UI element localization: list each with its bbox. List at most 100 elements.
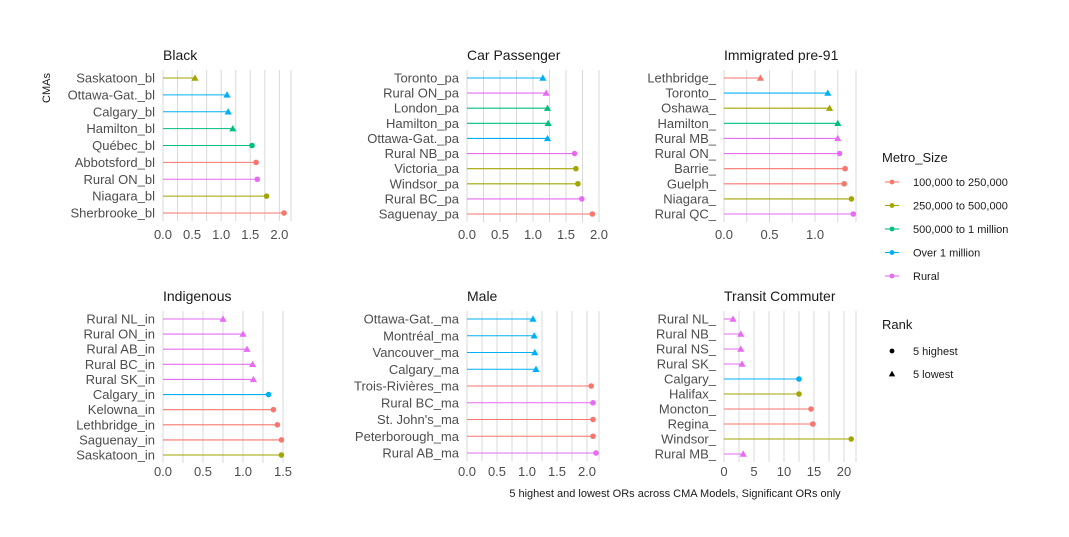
lollipop-point xyxy=(836,150,843,157)
x-tick-label: 1.0 xyxy=(524,227,542,242)
lollipop-point xyxy=(274,421,281,428)
category-label: Hamilton_pa xyxy=(386,116,460,131)
lollipop-point xyxy=(590,416,596,423)
category-label: Trois-Rivières_ma xyxy=(354,379,460,394)
category-label: Sherbrooke_bl xyxy=(70,206,155,221)
legend-title-rank: Rank xyxy=(882,317,913,332)
category-label: Regina_ xyxy=(668,417,717,432)
x-tick-label: 0.0 xyxy=(715,227,733,242)
category-label: Rural BC_in xyxy=(85,357,155,372)
category-label: Rural NS_ xyxy=(656,342,717,357)
lollipop-point xyxy=(542,89,550,96)
x-tick-label: 2.0 xyxy=(578,464,596,479)
category-label: Calgary_bl xyxy=(93,104,155,119)
x-tick-label: 0 xyxy=(720,464,727,479)
lollipop-point xyxy=(848,196,855,202)
panel-title: Immigrated pre-91 xyxy=(724,47,839,63)
lollipop-point xyxy=(737,345,745,352)
legend-rank-symbol xyxy=(888,370,896,377)
x-tick-label: 5 xyxy=(750,464,757,479)
x-tick-label: 1.0 xyxy=(212,227,230,242)
category-label: Ottawa-Gat._pa xyxy=(367,131,460,146)
lollipop-point xyxy=(850,211,857,217)
category-label: Hamilton_bl xyxy=(86,121,155,136)
category-label: Toronto_ xyxy=(665,86,716,101)
legend-label: 500,000 to 1 million xyxy=(913,224,1008,236)
category-label: Québec_bl xyxy=(92,138,155,153)
category-label: Rural MB_ xyxy=(655,447,717,462)
x-tick-label: 1.5 xyxy=(241,227,259,242)
lollipop-point xyxy=(191,74,199,81)
category-label: Calgary_ma xyxy=(389,362,460,377)
lollipop-point xyxy=(281,210,287,216)
lollipop-point xyxy=(588,383,594,389)
lollipop-point xyxy=(249,375,257,383)
lollipop-point xyxy=(579,196,585,202)
lollipop-point xyxy=(841,180,847,187)
x-tick-label: 0.5 xyxy=(491,227,509,242)
category-label: Peterborough_ma xyxy=(355,429,460,444)
panel-title: Black xyxy=(163,47,198,63)
category-label: Rural ON_in xyxy=(83,327,155,342)
category-label: St. John's_ma xyxy=(377,412,460,427)
lollipop-point xyxy=(249,142,255,149)
x-tick-label: 0.0 xyxy=(154,227,172,242)
category-label: Niagara_ xyxy=(663,191,717,206)
x-tick-label: 1.5 xyxy=(548,464,566,479)
x-axis-caption: 5 highest and lowest ORs across CMA Mode… xyxy=(509,488,841,500)
y-axis-label: CMAs xyxy=(41,73,53,103)
panel-title: Car Passenger xyxy=(467,47,561,63)
lollipop-point xyxy=(738,360,746,367)
lollipop-point xyxy=(265,391,272,398)
x-tick-label: 2.0 xyxy=(590,227,608,242)
x-tick-label: 0.0 xyxy=(458,464,476,479)
legend-key-point xyxy=(889,250,895,255)
lollipop-point xyxy=(219,315,227,322)
category-label: Rural ON_pa xyxy=(383,86,460,101)
lollipop-point xyxy=(824,89,832,96)
category-label: Rural ON_ xyxy=(655,146,717,161)
legend-label: 5 lowest xyxy=(913,369,953,381)
category-label: Niagara_bl xyxy=(92,189,155,204)
lollipop-point xyxy=(263,193,270,199)
category-label: Saskatoon_in xyxy=(76,448,155,463)
category-label: Moncton_ xyxy=(659,402,717,417)
lollipop-point xyxy=(848,436,854,442)
lollipop-point xyxy=(737,330,745,337)
panel-immigrated-pre-91: Immigrated pre-91 Lethbridge_Toronto_Osha… xyxy=(647,47,857,242)
category-label: Lethbridge_in xyxy=(76,417,155,432)
legend: Metro_Size 100,000 to 250,000 250,000 to 5… xyxy=(882,150,1008,381)
lollipop-point xyxy=(573,165,579,172)
category-label: Saguenay_pa xyxy=(379,207,460,222)
lollipop-point xyxy=(532,365,540,372)
lollipop-point xyxy=(278,452,285,458)
category-label: Oshawa_ xyxy=(661,101,717,116)
lollipop-point xyxy=(270,406,277,413)
category-label: Calgary_in xyxy=(93,387,155,402)
category-label: Vancouver_ma xyxy=(373,345,460,360)
legend-label: Over 1 million xyxy=(913,248,980,260)
legend-label: 250,000 to 500,000 xyxy=(913,201,1008,213)
category-label: Saskatoon_bl xyxy=(76,71,155,86)
category-label: Rural BC_ma xyxy=(381,395,460,410)
category-label: Ottawa-Gat._ma xyxy=(364,312,460,327)
category-label: Hamilton_ xyxy=(657,116,716,131)
category-label: Guelph_ xyxy=(667,176,717,191)
lollipop-point xyxy=(593,450,599,456)
lollipop-point xyxy=(543,134,552,142)
x-tick-label: 1.0 xyxy=(518,464,536,479)
x-tick-label: 1.0 xyxy=(234,464,252,479)
category-label: Barrie_ xyxy=(674,161,717,176)
x-tick-label: 1.5 xyxy=(557,227,575,242)
panel-title: Male xyxy=(467,288,498,304)
lollipop-point xyxy=(589,211,596,217)
lollipop-point xyxy=(842,165,848,172)
category-label: Rural MB_ xyxy=(655,131,717,146)
lollipop-point xyxy=(243,345,251,352)
x-tick-label: 20 xyxy=(837,464,851,479)
lollipop-point xyxy=(756,74,765,81)
